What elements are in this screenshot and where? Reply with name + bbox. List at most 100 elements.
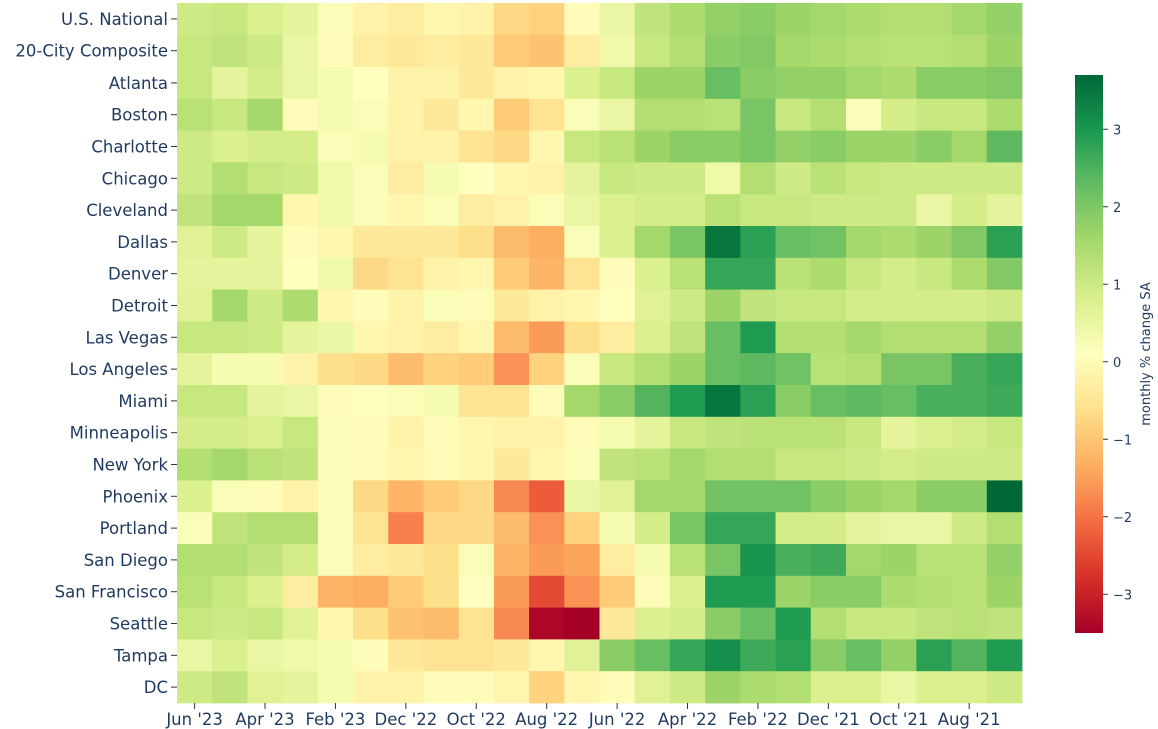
heatmap-cell bbox=[458, 130, 495, 163]
heatmap-cell bbox=[881, 321, 917, 354]
heatmap-cell bbox=[916, 289, 952, 322]
heatmap-cell bbox=[845, 385, 882, 418]
x-tick-label: Aug '22 bbox=[515, 710, 578, 729]
heatmap-cell bbox=[634, 34, 671, 67]
heatmap-cell bbox=[634, 480, 671, 513]
heatmap-cell bbox=[247, 512, 284, 545]
heatmap-cell bbox=[916, 639, 952, 672]
heatmap-cell bbox=[247, 67, 284, 100]
heatmap-cell bbox=[388, 162, 424, 195]
heatmap-cell bbox=[317, 67, 354, 100]
heatmap-cell bbox=[599, 130, 636, 163]
row-label: San Diego bbox=[84, 551, 168, 570]
heatmap-cell bbox=[881, 385, 917, 418]
heatmap-cell bbox=[705, 575, 741, 608]
heatmap-cell bbox=[458, 321, 495, 354]
row-label: Denver bbox=[108, 265, 168, 284]
heatmap-cell bbox=[881, 512, 917, 545]
heatmap-cell bbox=[775, 130, 812, 163]
heatmap-cell bbox=[353, 639, 389, 672]
heatmap-cell bbox=[705, 194, 741, 227]
heatmap-cell bbox=[247, 575, 284, 608]
heatmap-cell bbox=[881, 639, 917, 672]
heatmap-cell bbox=[986, 353, 1023, 386]
heatmap-cell bbox=[458, 353, 495, 386]
heatmap-cell bbox=[916, 575, 952, 608]
heatmap-cell bbox=[458, 162, 495, 195]
heatmap-cell bbox=[458, 194, 495, 227]
heatmap-cell bbox=[247, 226, 284, 259]
heatmap-cell bbox=[282, 289, 319, 322]
row-label: Chicago bbox=[102, 169, 168, 188]
heatmap-cell bbox=[634, 385, 671, 418]
heatmap-cell bbox=[599, 671, 636, 704]
heatmap-cell bbox=[986, 575, 1023, 608]
heatmap-cell bbox=[458, 385, 495, 418]
heatmap-cell bbox=[282, 3, 319, 36]
heatmap-cell bbox=[986, 448, 1023, 481]
heatmap-cell bbox=[916, 3, 952, 36]
heatmap-cell bbox=[212, 448, 248, 481]
heatmap-cell bbox=[881, 671, 917, 704]
heatmap-cell bbox=[845, 575, 882, 608]
heatmap-cell bbox=[775, 416, 812, 449]
heatmap-cell bbox=[740, 194, 776, 227]
heatmap-cell bbox=[740, 321, 776, 354]
heatmap-cell bbox=[986, 34, 1023, 67]
heatmap-cell bbox=[388, 3, 424, 36]
heatmap-cell bbox=[916, 162, 952, 195]
heatmap-cell bbox=[634, 448, 671, 481]
heatmap-cell bbox=[388, 34, 424, 67]
heatmap-cell bbox=[810, 194, 847, 227]
heatmap-cell bbox=[529, 639, 565, 672]
x-tick-label: Feb '23 bbox=[305, 710, 365, 729]
heatmap-cell bbox=[458, 639, 495, 672]
heatmap-cell bbox=[212, 607, 248, 640]
heatmap-cell bbox=[881, 416, 917, 449]
heatmap-cell bbox=[212, 544, 248, 577]
heatmap-cell bbox=[493, 639, 530, 672]
heatmap-cell bbox=[881, 130, 917, 163]
heatmap-cell bbox=[423, 639, 460, 672]
heatmap-cell bbox=[916, 607, 952, 640]
colorbar: 3 2 1 0 −1 −2 −3 monthly % change SA bbox=[1075, 75, 1154, 633]
heatmap-cell bbox=[810, 3, 847, 36]
colorbar-tick-label: 0 bbox=[1113, 356, 1121, 371]
heatmap-cell bbox=[986, 3, 1023, 36]
heatmap-cell bbox=[951, 575, 988, 608]
heatmap-cell bbox=[423, 321, 460, 354]
heatmap-cell bbox=[529, 416, 565, 449]
heatmap-cell bbox=[775, 639, 812, 672]
heatmap-cell bbox=[916, 67, 952, 100]
heatmap-cell bbox=[775, 289, 812, 322]
heatmap-cell bbox=[810, 353, 847, 386]
heatmap-cell bbox=[599, 385, 636, 418]
heatmap-cell bbox=[564, 67, 600, 100]
heatmap-cell bbox=[458, 98, 495, 131]
heatmap-cell bbox=[705, 67, 741, 100]
heatmap-cell bbox=[458, 544, 495, 577]
heatmap-cell bbox=[669, 607, 706, 640]
heatmap-cell bbox=[458, 512, 495, 545]
heatmap-cell bbox=[247, 130, 284, 163]
heatmap-cell bbox=[282, 194, 319, 227]
heatmap-cell bbox=[740, 162, 776, 195]
heatmap-cell bbox=[740, 385, 776, 418]
heatmap-cell bbox=[423, 226, 460, 259]
heatmap-cell bbox=[845, 34, 882, 67]
heatmap-cell bbox=[810, 480, 847, 513]
heatmap-cell bbox=[599, 289, 636, 322]
heatmap-cell bbox=[845, 544, 882, 577]
heatmap-cell bbox=[529, 162, 565, 195]
heatmap-cell bbox=[669, 448, 706, 481]
heatmap-cell bbox=[247, 448, 284, 481]
heatmap-cell bbox=[493, 194, 530, 227]
heatmap-cell bbox=[282, 321, 319, 354]
heatmap-cell bbox=[564, 353, 600, 386]
heatmap-cell bbox=[951, 162, 988, 195]
heatmap-cell bbox=[282, 607, 319, 640]
heatmap-cell bbox=[529, 671, 565, 704]
heatmap-cell bbox=[529, 194, 565, 227]
heatmap-cell bbox=[388, 448, 424, 481]
heatmap-cell bbox=[986, 289, 1023, 322]
